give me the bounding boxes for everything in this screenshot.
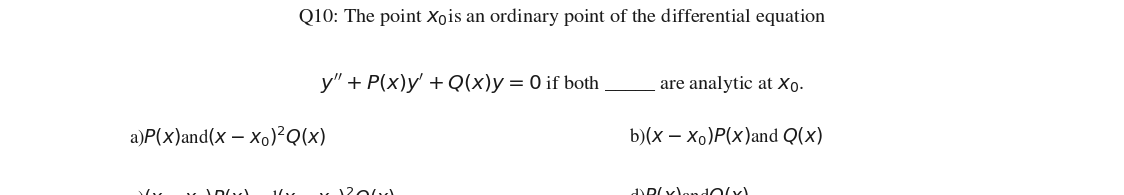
Text: c)$(x - x_0)P(x)$and$(x - x_0)^2Q(x)$: c)$(x - x_0)P(x)$and$(x - x_0)^2Q(x)$	[129, 185, 396, 195]
Text: d)$P(x)$and$Q(x)$.: d)$P(x)$and$Q(x)$.	[629, 185, 755, 195]
Text: b)$(x - x_0)P(x)$and $Q(x)$: b)$(x - x_0)P(x)$and $Q(x)$	[629, 125, 824, 147]
Text: $y'' + P(x)y' + Q(x)y = 0$ if both _____ are analytic at $x_0$.: $y'' + P(x)y' + Q(x)y = 0$ if both _____…	[320, 72, 804, 96]
Text: a)$P(x)$and$(x - x_0)^2Q(x)$: a)$P(x)$and$(x - x_0)^2Q(x)$	[129, 125, 327, 149]
Text: Q10: The point $x_0$is an ordinary point of the differential equation: Q10: The point $x_0$is an ordinary point…	[298, 6, 826, 28]
